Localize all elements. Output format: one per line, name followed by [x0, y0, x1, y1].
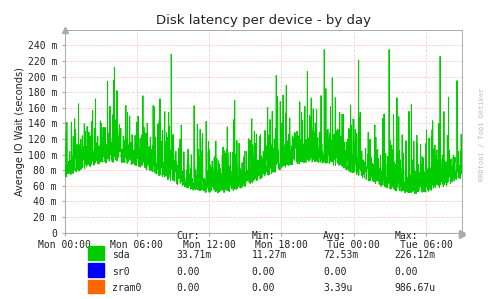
Text: 226.12m: 226.12m — [395, 250, 436, 260]
Text: 986.67u: 986.67u — [395, 283, 436, 293]
Text: 11.27m: 11.27m — [251, 250, 287, 260]
Text: zram0: zram0 — [112, 283, 142, 293]
Y-axis label: Average IO Wait (seconds): Average IO Wait (seconds) — [15, 67, 25, 196]
Text: 0.00: 0.00 — [251, 267, 275, 277]
Text: Max:: Max: — [395, 231, 418, 241]
Text: 0.00: 0.00 — [176, 267, 199, 277]
Bar — [88, 280, 104, 294]
Text: sda: sda — [112, 250, 130, 260]
Text: Min:: Min: — [251, 231, 275, 241]
Text: 33.71m: 33.71m — [176, 250, 211, 260]
Text: 0.00: 0.00 — [395, 267, 418, 277]
Text: 0.00: 0.00 — [251, 283, 275, 293]
Text: sr0: sr0 — [112, 267, 130, 277]
Text: 0.00: 0.00 — [323, 267, 346, 277]
Text: Cur:: Cur: — [176, 231, 199, 241]
Text: 3.39u: 3.39u — [323, 283, 352, 293]
Text: RRDtool / Tobi Oetiker: RRDtool / Tobi Oetiker — [479, 88, 485, 181]
Text: Avg:: Avg: — [323, 231, 346, 241]
Bar — [88, 246, 104, 260]
Text: 72.53m: 72.53m — [323, 250, 358, 260]
Title: Disk latency per device - by day: Disk latency per device - by day — [156, 14, 371, 27]
Bar — [88, 263, 104, 277]
Text: 0.00: 0.00 — [176, 283, 199, 293]
